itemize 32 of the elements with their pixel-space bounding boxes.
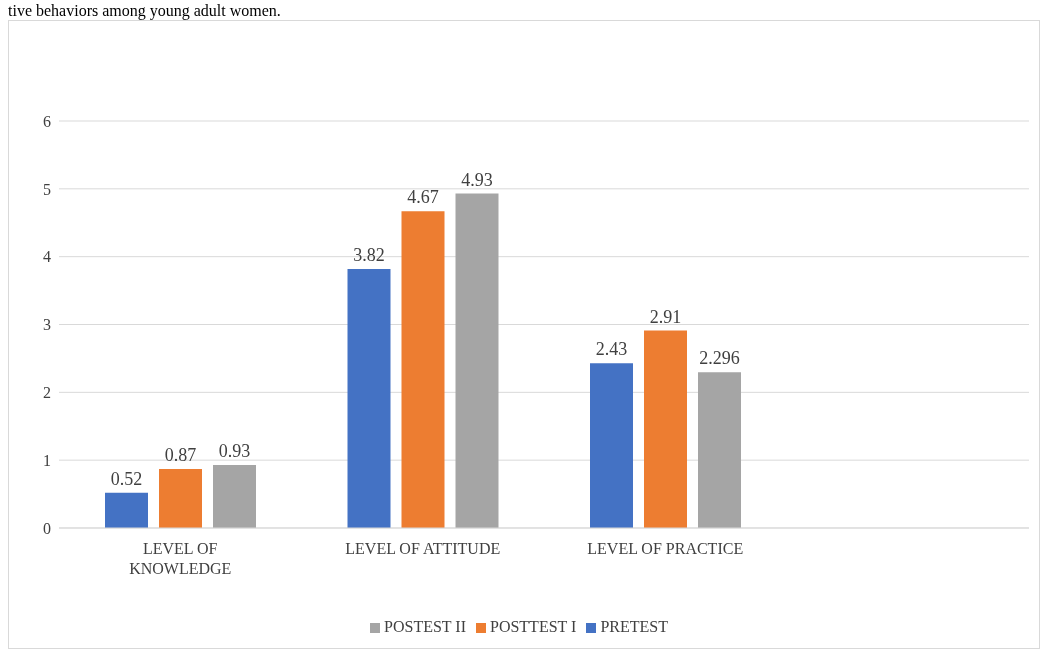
data-label: 2.296 bbox=[699, 348, 740, 369]
y-tick-label: 4 bbox=[43, 248, 51, 266]
bar bbox=[698, 372, 741, 528]
text: tive behaviors among young adult women. bbox=[8, 2, 281, 19]
y-tick-label: 6 bbox=[43, 112, 51, 130]
bar bbox=[590, 363, 633, 528]
y-tick-label: 5 bbox=[43, 180, 51, 198]
data-label: 0.87 bbox=[164, 444, 197, 465]
data-label: 0.52 bbox=[110, 468, 143, 489]
bar bbox=[105, 492, 148, 528]
data-label: 2.91 bbox=[649, 306, 682, 327]
bar bbox=[455, 193, 499, 528]
x-tick-label: LEVEL OF PRACTICE bbox=[587, 540, 744, 557]
bar bbox=[213, 464, 256, 528]
y-tick-label: 0 bbox=[43, 519, 51, 537]
data-label: 2.43 bbox=[595, 339, 628, 360]
y-tick-label: 1 bbox=[43, 451, 51, 469]
legend-label: POSTTEST I bbox=[489, 618, 577, 635]
data-label: 0.93 bbox=[218, 440, 251, 461]
data-label: 4.67 bbox=[407, 187, 439, 208]
x-tick-label: LEVEL OF KNOWLEDGE bbox=[129, 540, 232, 577]
legend-label: PRETEST bbox=[600, 618, 668, 635]
bar bbox=[401, 211, 445, 528]
y-tick-label: 3 bbox=[43, 316, 51, 334]
data-label: 3.82 bbox=[353, 244, 385, 265]
bar bbox=[159, 468, 202, 528]
data-label: 4.93 bbox=[461, 169, 493, 190]
y-tick-label: 2 bbox=[43, 384, 51, 402]
bar bbox=[347, 268, 391, 528]
x-tick-label: LEVEL OF ATTITUDE bbox=[345, 540, 501, 557]
legend-label: POSTEST II bbox=[384, 618, 466, 635]
bar bbox=[644, 330, 687, 528]
